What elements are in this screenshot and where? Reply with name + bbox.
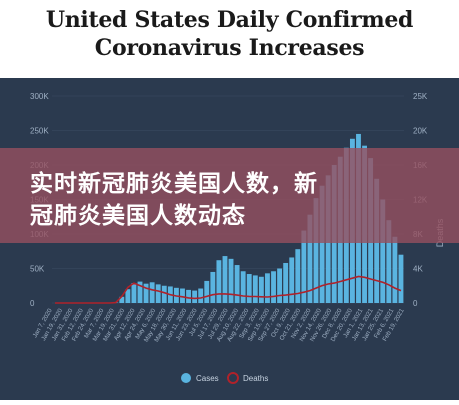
- cases-bar: [289, 257, 294, 303]
- cases-bar: [271, 271, 276, 303]
- title-band: United States Daily Confirmed Coronaviru…: [0, 0, 459, 78]
- deaths-line: [55, 277, 401, 304]
- cases-bar: [223, 256, 228, 303]
- legend-deaths-swatch: [228, 373, 238, 383]
- legend-cases-label: Cases: [196, 374, 219, 383]
- cases-bar: [132, 283, 137, 303]
- cases-bar: [265, 273, 270, 303]
- cases-bar: [253, 275, 258, 303]
- cases-bar: [235, 265, 240, 303]
- cases-bar: [156, 284, 161, 303]
- cases-bar: [198, 289, 203, 303]
- cases-bar: [392, 237, 397, 303]
- left-tick-label: 250K: [30, 127, 49, 136]
- chart-title-line-2: Coronavirus Increases: [0, 34, 459, 62]
- caption-line-1: 实时新冠肺炎美国人数，新: [30, 168, 430, 200]
- cases-bar: [192, 291, 197, 303]
- right-tick-label: 0: [413, 299, 418, 308]
- right-tick-label: 20K: [413, 127, 428, 136]
- left-tick-label: 300K: [30, 92, 49, 101]
- left-tick-label: 50K: [30, 265, 45, 274]
- cases-bar: [399, 255, 404, 303]
- cases-bar: [180, 289, 185, 303]
- cases-bar: [295, 249, 300, 303]
- cases-bar: [204, 281, 209, 303]
- cases-bar: [162, 286, 167, 303]
- cases-bar: [241, 271, 246, 303]
- cases-bar: [277, 269, 282, 304]
- chart-title-line-1: United States Daily Confirmed: [0, 0, 459, 34]
- cases-bar: [247, 274, 252, 303]
- caption-line-2: 冠肺炎美国人数动态: [30, 200, 430, 232]
- cases-bar: [186, 290, 191, 303]
- right-tick-label: 25K: [413, 92, 428, 101]
- cases-bar: [259, 277, 264, 303]
- cases-bar: [210, 272, 215, 303]
- cases-bar: [283, 263, 288, 303]
- caption-text: 实时新冠肺炎美国人数，新 冠肺炎美国人数动态: [30, 168, 430, 232]
- cases-bar: [216, 260, 221, 303]
- legend-deaths-label: Deaths: [243, 374, 268, 383]
- legend: Cases Deaths: [181, 373, 268, 383]
- cases-bar: [229, 259, 234, 303]
- left-tick-label: 0: [30, 299, 35, 308]
- legend-cases-swatch: [181, 373, 191, 383]
- cases-bar: [150, 282, 155, 303]
- right-tick-label: 4K: [413, 265, 423, 274]
